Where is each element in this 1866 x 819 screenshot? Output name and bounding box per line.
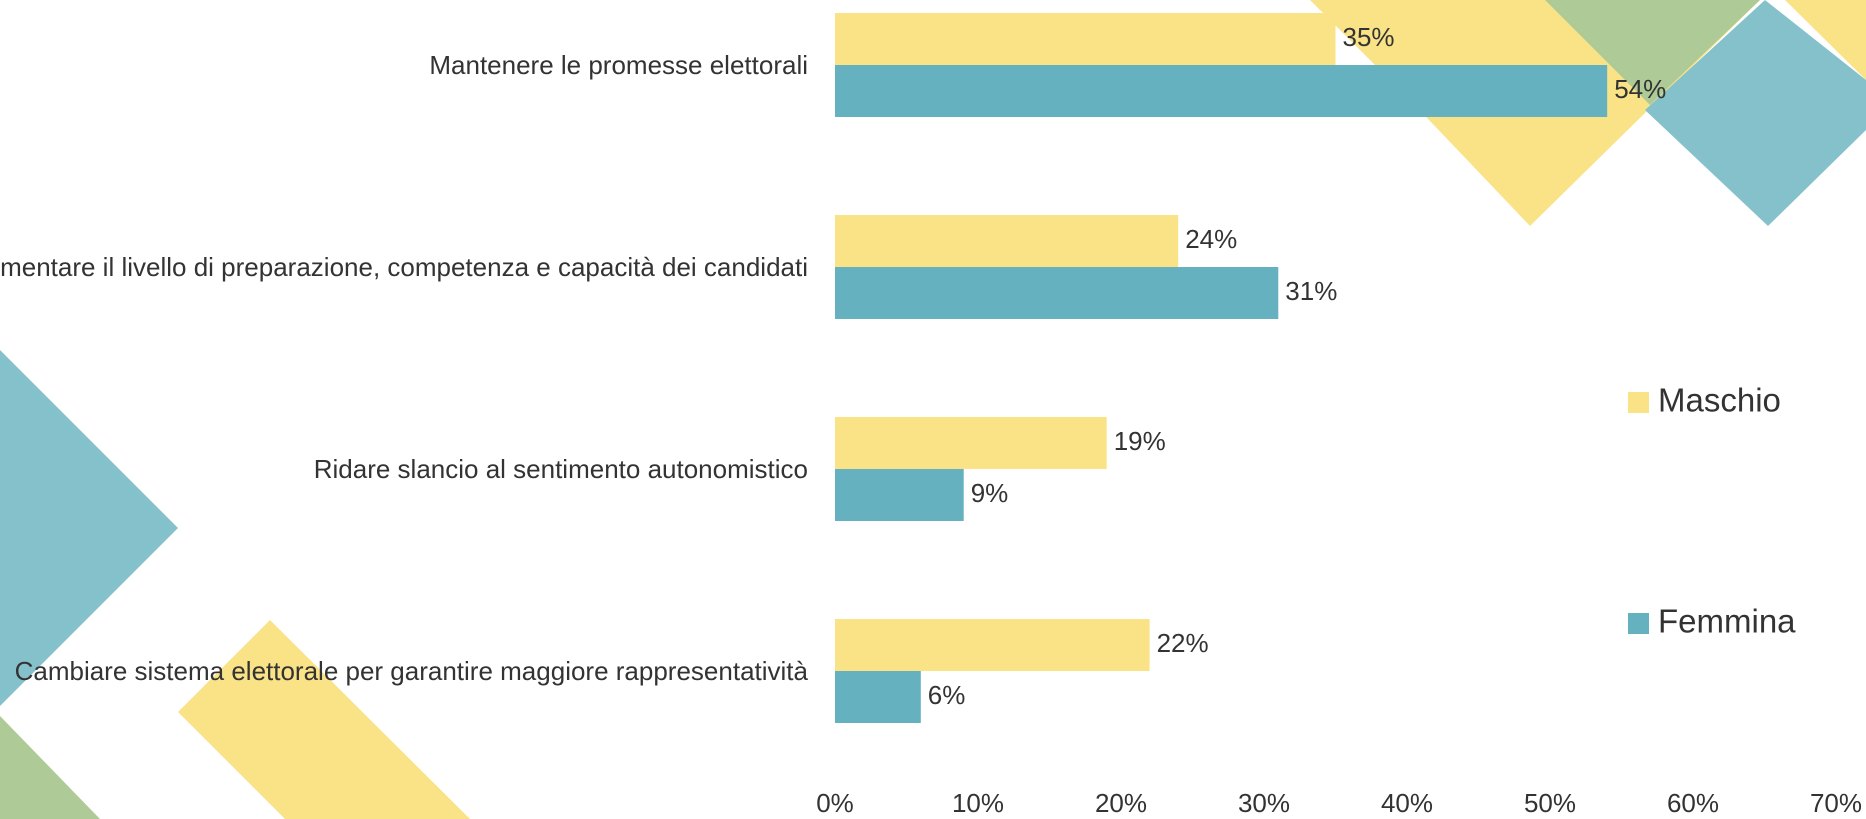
- category-label-box: Cambiare sistema elettorale per garantir…: [0, 654, 808, 688]
- category-label: Mantenere le promesse elettorali: [429, 50, 808, 80]
- x-tick-label: 20%: [1095, 788, 1147, 818]
- value-label: 6%: [928, 680, 966, 710]
- x-tick-label: 40%: [1381, 788, 1433, 818]
- value-label: 54%: [1614, 74, 1666, 104]
- bar: [835, 13, 1336, 65]
- category-label: Cambiare sistema elettorale per garantir…: [14, 656, 808, 686]
- x-tick-label: 30%: [1238, 788, 1290, 818]
- category-label-box: Mantenere le promesse elettorali: [0, 48, 808, 82]
- x-tick-label: 70%: [1810, 788, 1862, 818]
- x-tick-label: 10%: [952, 788, 1004, 818]
- bar: [835, 267, 1279, 319]
- category-label-box: Aumentare il livello di preparazione, co…: [0, 250, 808, 284]
- x-tick-label: 50%: [1524, 788, 1576, 818]
- bar: [835, 469, 964, 521]
- legend-label: Maschio: [1658, 382, 1781, 419]
- bar: [835, 671, 921, 723]
- legend-swatch: [1628, 392, 1649, 413]
- legend-swatch: [1628, 613, 1649, 634]
- category-label: Ridare slancio al sentimento autonomisti…: [313, 454, 808, 484]
- bar: [835, 619, 1150, 671]
- value-label: 9%: [971, 478, 1009, 508]
- bar: [835, 215, 1179, 267]
- category-label: Aumentare il livello di preparazione, co…: [0, 252, 808, 282]
- x-tick-label: 60%: [1667, 788, 1719, 818]
- x-tick-label: 0%: [816, 788, 854, 818]
- value-label: 31%: [1285, 276, 1337, 306]
- category-label-box: Ridare slancio al sentimento autonomisti…: [0, 452, 808, 486]
- bar: [835, 65, 1608, 117]
- value-label: 35%: [1343, 22, 1395, 52]
- value-label: 22%: [1157, 628, 1209, 658]
- legend-label: Femmina: [1658, 603, 1796, 640]
- bar: [835, 417, 1107, 469]
- value-label: 19%: [1114, 426, 1166, 456]
- value-label: 24%: [1185, 224, 1237, 254]
